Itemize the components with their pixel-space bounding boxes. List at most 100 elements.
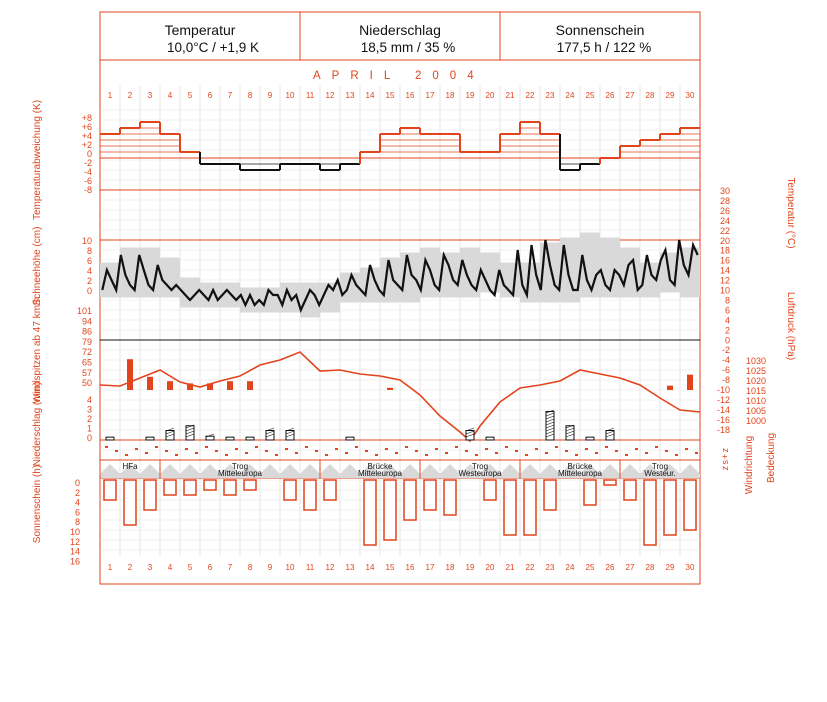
wind-gust-bar [187,383,193,390]
axis-title-wind: Windspitzen ab 47 km/h [32,297,43,404]
precipitation-hatch [465,427,475,432]
wind-direction-mark [555,446,558,448]
precipitation-hatch [285,433,295,438]
precipitation-hatch [605,427,615,432]
day-label-bottom: 12 [326,563,335,572]
pressure-line [99,351,701,443]
temp-dev-tick: +8 [82,113,92,123]
day-label-bottom: 2 [128,563,133,572]
day-label-bottom: 24 [566,563,575,572]
axis-title-cloud: Bedeckung [766,433,777,483]
precipitation-bar [245,436,255,441]
wind-gust-bar [667,385,673,390]
precipitation-bar [205,435,215,441]
day-label-top: 3 [148,91,153,100]
precipitation-hatch [565,424,575,429]
wind-direction-mark [365,450,368,452]
day-label-bottom: 21 [506,563,515,572]
wind-direction-mark [495,452,498,454]
wind-tick: 57 [82,368,92,378]
chart-frame [99,11,701,585]
wind-direction-mark [285,448,288,450]
temperature-band [540,242,560,303]
temp-tick: -2 [722,345,730,355]
sunshine-title: Sonnenschein [556,22,645,38]
precipitation-hatch [285,430,295,435]
temp-tick: 26 [720,206,730,216]
wind-direction-mark [225,454,228,456]
sunshine-bar [243,479,257,491]
day-label-bottom: 17 [426,563,435,572]
wind-direction-mark [615,450,618,452]
wind-direction-mark [415,450,418,452]
day-label-bottom: 6 [208,563,213,572]
day-label-bottom: 28 [646,563,655,572]
day-label-top: 18 [446,91,455,100]
pressure-tick: 1020 [746,376,766,386]
sunshine-bar [143,479,157,511]
wind-dir-tick: z [720,466,730,471]
precipitation-hatch [165,427,175,432]
day-label-bottom: 30 [686,563,695,572]
day-label-top: 8 [248,91,253,100]
wind-direction-mark [645,452,648,454]
temp-tick: 8 [725,295,730,305]
wind-gust-bar [247,381,253,390]
wind-dir-tick: z [720,448,730,453]
day-label-bottom: 27 [626,563,635,572]
wind-tick: 94 [82,316,92,326]
temperature-band [220,282,240,308]
temperature-band [300,282,320,318]
precipitation-hatch [605,430,615,435]
wind-direction-mark [525,454,528,456]
day-label-top: 1 [108,91,113,100]
sunshine-bar [423,479,437,511]
temp-dev-tick: -4 [84,167,92,177]
precip-tick: 3 [87,405,92,415]
wind-direction-mark [135,448,138,450]
regime-label: Brücke [368,462,393,471]
temp-tick: 0 [725,335,730,345]
sunshine-bar [403,479,417,521]
wind-direction-mark [215,450,218,452]
wind-direction-mark [595,452,598,454]
wind-tick: 50 [82,378,92,388]
precipitation-hatch [545,418,555,423]
sunshine-bar [643,479,657,546]
temp-dev-tick: -2 [84,158,92,168]
precipitation-hatch [185,427,195,432]
temperature-band [620,247,640,298]
pressure-tick: 1005 [746,406,766,416]
day-label-bottom: 22 [526,563,535,572]
precipitation-bar [585,436,595,441]
wind-tick: 86 [82,327,92,337]
snow-tick: 8 [87,246,92,256]
summary-header: Temperatur 10,0°C / +1,9 K Niederschlag … [100,12,700,61]
precipitation-hatch [565,430,575,435]
day-label-bottom: 4 [168,563,173,572]
precipitation-hatch [545,421,555,426]
temp-tick: 12 [720,276,730,286]
wind-direction-mark [335,448,338,450]
wind-tick: 65 [82,358,92,368]
regime-label: Trog [472,462,488,471]
day-label-top: 15 [386,91,395,100]
sunshine-bar [623,479,637,501]
sunshine-value: 177,5 h / 122 % [557,40,652,55]
cloud-cover-area [100,464,700,478]
sun-tick: 4 [75,498,80,508]
regime-label: Westeuropa [459,469,503,478]
day-label-bottom: 7 [228,563,233,572]
sunshine-bar [443,479,457,516]
precipitation-value: 18,5 mm / 35 % [361,40,456,55]
sunshine-bar [183,479,197,496]
day-label-top: 5 [188,91,193,100]
day-label-top: 30 [686,91,695,100]
temperature-band [440,252,460,298]
precipitation-hatch [545,430,555,435]
regime-label: Mitteleuropa [218,469,263,478]
wind-dir-tick: + [720,454,730,459]
temperature-band [460,247,480,298]
wind-direction-mark [445,452,448,454]
temp-tick: 16 [720,256,730,266]
